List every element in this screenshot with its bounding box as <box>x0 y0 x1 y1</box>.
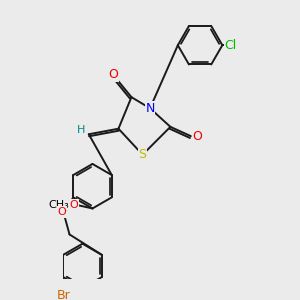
Text: O: O <box>108 68 118 81</box>
Text: CH₃: CH₃ <box>49 200 70 210</box>
Text: O: O <box>58 207 67 217</box>
Text: N: N <box>145 102 155 115</box>
Text: Br: Br <box>56 289 70 300</box>
Text: O: O <box>70 200 78 210</box>
Text: H: H <box>77 125 86 135</box>
Text: O: O <box>193 130 202 142</box>
Text: S: S <box>139 148 147 161</box>
Text: Cl: Cl <box>224 39 237 52</box>
